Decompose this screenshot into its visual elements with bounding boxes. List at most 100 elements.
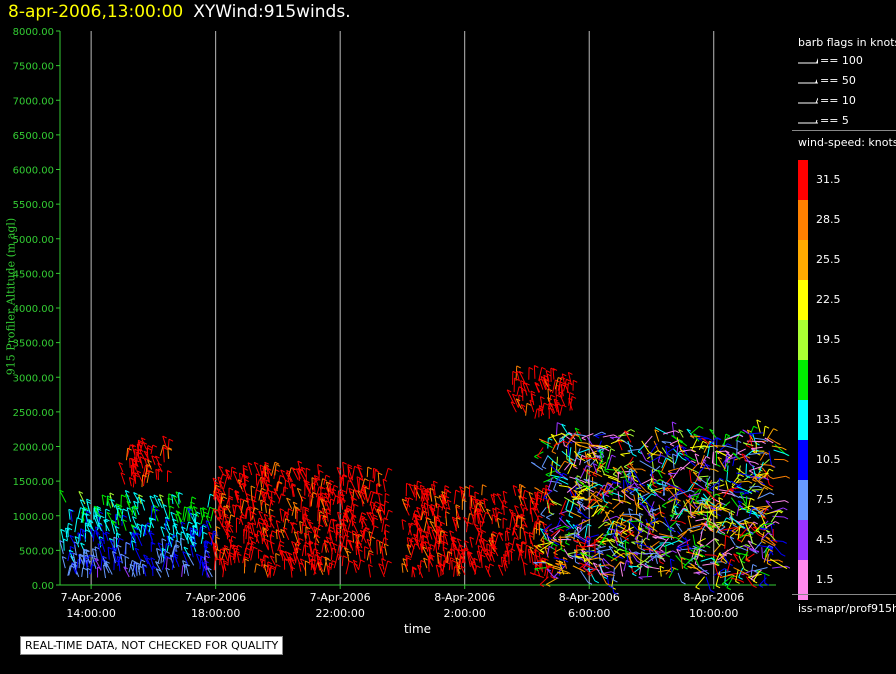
- wind-barb-flag: [358, 467, 363, 470]
- wind-barb-flag: [469, 536, 475, 540]
- wind-barb: [193, 533, 196, 547]
- wind-barb-flag: [84, 556, 89, 560]
- wind-barb-flag: [223, 545, 229, 548]
- wind-barb: [689, 445, 705, 449]
- wind-barb-flag: [308, 521, 314, 525]
- wind-barb: [715, 521, 728, 524]
- wind-barb: [126, 444, 131, 457]
- wind-barb-flag: [695, 586, 700, 590]
- wind-barb-flag: [459, 557, 465, 560]
- wind-barb-flag: [304, 507, 310, 510]
- wind-barb-flag: [753, 550, 758, 554]
- wind-barb-flag: [474, 523, 479, 527]
- wind-barb-flag: [434, 495, 440, 499]
- wind-barb: [461, 549, 465, 564]
- wind-barb-flag: [387, 467, 393, 471]
- wind-barb-flag: [430, 543, 435, 547]
- wind-barb: [284, 551, 290, 561]
- wind-barb: [553, 565, 566, 577]
- wind-barb-flag: [724, 460, 730, 464]
- wind-barb-flag: [59, 540, 65, 543]
- wind-barb-flag: [110, 498, 115, 502]
- wind-barb: [279, 508, 283, 522]
- wind-barb-flag: [428, 556, 433, 560]
- wind-barb: [575, 443, 577, 458]
- colorbar-swatch: [798, 280, 808, 320]
- wind-barb-flag: [385, 524, 390, 527]
- wind-barb: [243, 476, 246, 487]
- wind-barb: [683, 500, 690, 514]
- wind-barb: [83, 556, 88, 567]
- wind-barb: [288, 556, 294, 569]
- wind-barb: [683, 453, 693, 460]
- wind-barb-flag: [692, 471, 698, 475]
- wind-barb: [608, 484, 620, 494]
- wind-barb-flag: [538, 405, 544, 409]
- wind-barb-flag: [557, 403, 562, 407]
- wind-barb-flag: [730, 558, 736, 562]
- wind-barb: [691, 438, 698, 451]
- wind-barb-flag: [629, 492, 634, 496]
- wind-barb: [598, 521, 607, 529]
- wind-barb-flag: [576, 544, 581, 548]
- wind-barb-flag: [319, 470, 324, 473]
- wind-barb-flag: [498, 531, 504, 535]
- wind-barb: [715, 506, 718, 519]
- wind-barb-flag: [347, 530, 352, 534]
- wind-barb-flag: [543, 374, 548, 378]
- wind-barb-flag: [675, 522, 681, 526]
- wind-barb-flag: [80, 542, 85, 546]
- y-tick-label: 500.00: [19, 546, 54, 557]
- wind-profile-plot: 0.00500.001000.001500.002000.002500.0030…: [13, 27, 790, 620]
- wind-barb: [723, 489, 730, 498]
- wind-barb-flag: [322, 515, 328, 518]
- wind-barb: [752, 510, 760, 519]
- wind-barb: [609, 436, 620, 439]
- wind-barb-flag: [251, 522, 257, 526]
- wind-barb: [149, 495, 155, 508]
- wind-barb-flag: [773, 539, 778, 543]
- wind-barb-flag: [691, 460, 696, 464]
- wind-barb-flag: [347, 507, 352, 511]
- wind-barb: [581, 565, 589, 573]
- wind-barb: [327, 519, 332, 534]
- wind-barb: [255, 473, 258, 486]
- wind-barb: [433, 540, 437, 551]
- wind-barb: [308, 521, 316, 535]
- wind-barb-flag: [752, 585, 757, 589]
- wind-barb: [475, 531, 480, 545]
- wind-barb: [131, 540, 134, 551]
- wind-barb-flag: [446, 499, 452, 503]
- wind-barb-flag: [119, 537, 124, 541]
- wind-barb-flag: [765, 500, 771, 504]
- wind-barb: [441, 491, 447, 504]
- wind-barb-flag: [143, 554, 148, 558]
- wind-barb: [587, 567, 598, 575]
- wind-barb-flag: [140, 559, 146, 563]
- wind-barb: [724, 535, 727, 549]
- wind-barb-flag: [213, 508, 218, 512]
- wind-barb-flag: [712, 462, 717, 466]
- wind-barb-flag: [131, 524, 136, 528]
- wind-barb-flag: [721, 583, 727, 587]
- wind-barb-flag: [605, 511, 610, 515]
- wind-barb-flag: [587, 523, 592, 527]
- wind-barb-flag: [251, 540, 257, 544]
- wind-barb: [554, 377, 559, 390]
- wind-barb-flag: [709, 527, 714, 531]
- wind-barb-flag: [115, 503, 121, 507]
- wind-barb-flag: [698, 511, 704, 515]
- wind-barb-flag: [348, 560, 354, 564]
- wind-barb-flag: [520, 404, 526, 408]
- wind-barb-flag: [678, 439, 683, 443]
- wind-barb-flag: [220, 557, 225, 561]
- wind-barb-flag: [106, 497, 112, 501]
- wind-barb-flag: [291, 483, 296, 486]
- wind-barb: [545, 370, 550, 382]
- wind-barb: [572, 497, 584, 501]
- wind-barb: [548, 433, 563, 439]
- wind-barb: [738, 496, 750, 500]
- wind-barb: [339, 523, 342, 534]
- wind-barb: [693, 545, 707, 551]
- wind-barb-flag: [301, 496, 306, 500]
